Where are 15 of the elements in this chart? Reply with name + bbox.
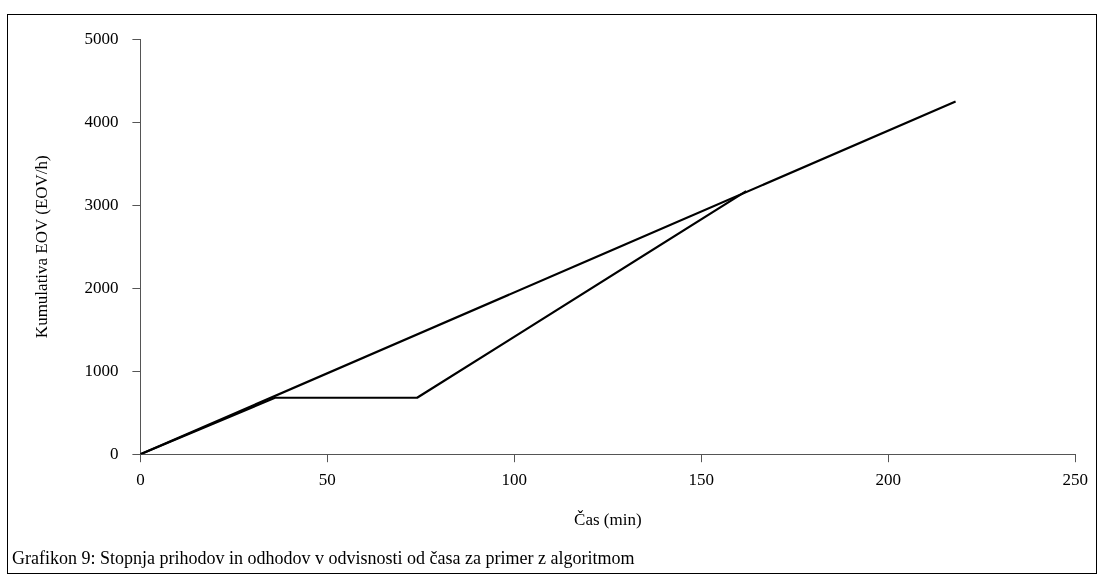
y-axis-title: Kumulativa EOV (EOV/h) bbox=[31, 155, 51, 339]
y-tick-label: 3000 bbox=[84, 194, 119, 214]
x-tick-label: 150 bbox=[688, 469, 715, 489]
y-tick-label: 2000 bbox=[84, 277, 119, 297]
y-tick-label: 1000 bbox=[84, 360, 119, 380]
x-tick-label: 50 bbox=[318, 469, 336, 489]
text: Grafikon 9: Stopnja prihodov in odhodov v odvisnosti od časa za primer z algoritmom bbox=[12, 548, 635, 569]
x-tick-label: 250 bbox=[1062, 469, 1088, 489]
x-tick-label: 100 bbox=[501, 469, 528, 489]
x-tick-label: 200 bbox=[875, 469, 902, 489]
y-tick-label: 4000 bbox=[84, 111, 119, 131]
y-tick-label: 0 bbox=[109, 443, 119, 463]
y-tick-label: 5000 bbox=[84, 28, 119, 48]
x-tick-label: 0 bbox=[136, 469, 145, 489]
x-axis-title: Čas (min) bbox=[574, 510, 642, 530]
